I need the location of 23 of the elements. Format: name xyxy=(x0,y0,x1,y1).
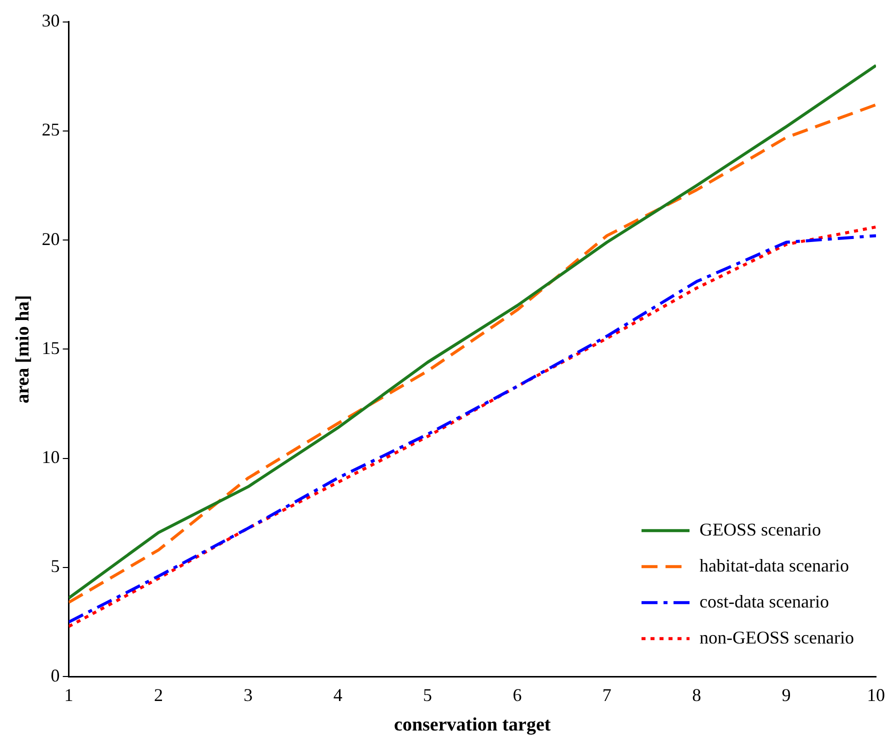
x-tick-label: 9 xyxy=(782,685,791,706)
x-tick-label: 1 xyxy=(64,685,74,706)
y-tick-label: 20 xyxy=(42,228,60,249)
legend-label: GEOSS scenario xyxy=(700,519,822,540)
x-tick-label: 10 xyxy=(867,685,885,706)
y-tick-label: 30 xyxy=(42,10,60,31)
y-tick-label: 25 xyxy=(42,120,60,140)
x-tick-label: 5 xyxy=(423,685,432,706)
x-tick-label: 7 xyxy=(602,685,612,706)
x-tick-label: 2 xyxy=(154,685,163,706)
x-axis-title: conservation target xyxy=(394,714,552,736)
y-tick-label: 10 xyxy=(42,447,60,468)
x-tick-label: 3 xyxy=(244,685,253,706)
y-tick-label: 0 xyxy=(50,665,60,686)
legend-label: non-GEOSS scenario xyxy=(700,627,854,648)
y-axis-title: area [mio ha] xyxy=(12,295,34,404)
legend-label: habitat-data scenario xyxy=(700,555,849,576)
legend-label: cost-data scenario xyxy=(700,591,829,612)
y-tick-label: 5 xyxy=(50,556,60,576)
x-tick-label: 4 xyxy=(333,685,342,706)
y-tick-label: 15 xyxy=(42,338,60,358)
x-tick-label: 8 xyxy=(692,685,702,706)
x-tick-label: 6 xyxy=(512,685,522,706)
